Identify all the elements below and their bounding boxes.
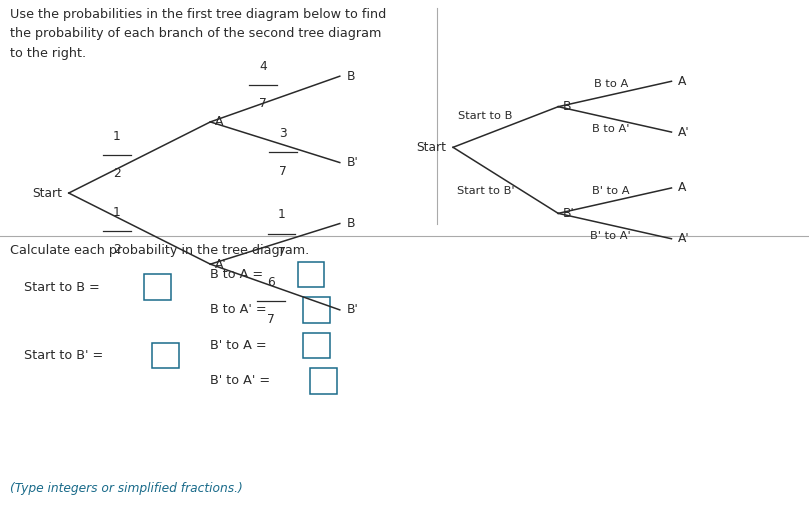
Text: Start: Start xyxy=(417,141,447,154)
Text: 7: 7 xyxy=(279,165,287,178)
Text: A: A xyxy=(678,181,686,195)
Text: B: B xyxy=(346,70,355,83)
Text: 2: 2 xyxy=(113,167,121,180)
Text: 3: 3 xyxy=(279,127,287,140)
Text: 7: 7 xyxy=(259,97,267,110)
Text: A': A' xyxy=(678,125,689,139)
Text: B: B xyxy=(346,217,355,230)
Text: B' to A': B' to A' xyxy=(591,231,631,241)
Text: A': A' xyxy=(215,258,227,271)
Text: B' to A =: B' to A = xyxy=(210,339,267,352)
Text: B to A' =: B to A' = xyxy=(210,303,267,316)
FancyBboxPatch shape xyxy=(298,262,324,287)
FancyBboxPatch shape xyxy=(310,368,337,394)
FancyBboxPatch shape xyxy=(144,274,171,300)
Text: Start to B' =: Start to B' = xyxy=(24,349,104,362)
Text: B to A': B to A' xyxy=(592,124,629,135)
FancyBboxPatch shape xyxy=(303,297,330,323)
FancyBboxPatch shape xyxy=(152,343,179,368)
Text: A': A' xyxy=(678,232,689,245)
Text: Use the probabilities in the first tree diagram below to find
the probability of: Use the probabilities in the first tree … xyxy=(10,8,386,59)
Text: 1: 1 xyxy=(277,208,286,221)
Text: B' to A: B' to A xyxy=(592,185,629,196)
Text: B': B' xyxy=(346,156,358,169)
Text: Start to B': Start to B' xyxy=(456,186,515,197)
Text: Start to B =: Start to B = xyxy=(24,280,100,294)
Text: 7: 7 xyxy=(277,246,286,259)
Text: Start to B: Start to B xyxy=(458,111,513,121)
Text: 1: 1 xyxy=(113,206,121,219)
Text: 4: 4 xyxy=(259,59,267,73)
Text: A: A xyxy=(678,75,686,88)
Text: B to A: B to A xyxy=(594,79,628,89)
Text: (Type integers or simplified fractions.): (Type integers or simplified fractions.) xyxy=(10,482,243,495)
Text: Calculate each probability in the tree diagram.: Calculate each probability in the tree d… xyxy=(10,244,309,257)
Text: B': B' xyxy=(346,303,358,316)
Text: B: B xyxy=(563,100,572,113)
Text: 2: 2 xyxy=(113,243,121,257)
Text: 6: 6 xyxy=(267,276,275,289)
Text: A: A xyxy=(215,115,223,129)
FancyBboxPatch shape xyxy=(303,333,330,358)
Text: B': B' xyxy=(563,207,575,220)
Text: 1: 1 xyxy=(113,130,121,143)
Text: B' to A' =: B' to A' = xyxy=(210,374,270,388)
Text: B to A =: B to A = xyxy=(210,268,264,281)
Text: 7: 7 xyxy=(267,313,275,327)
Text: Start: Start xyxy=(32,186,62,200)
